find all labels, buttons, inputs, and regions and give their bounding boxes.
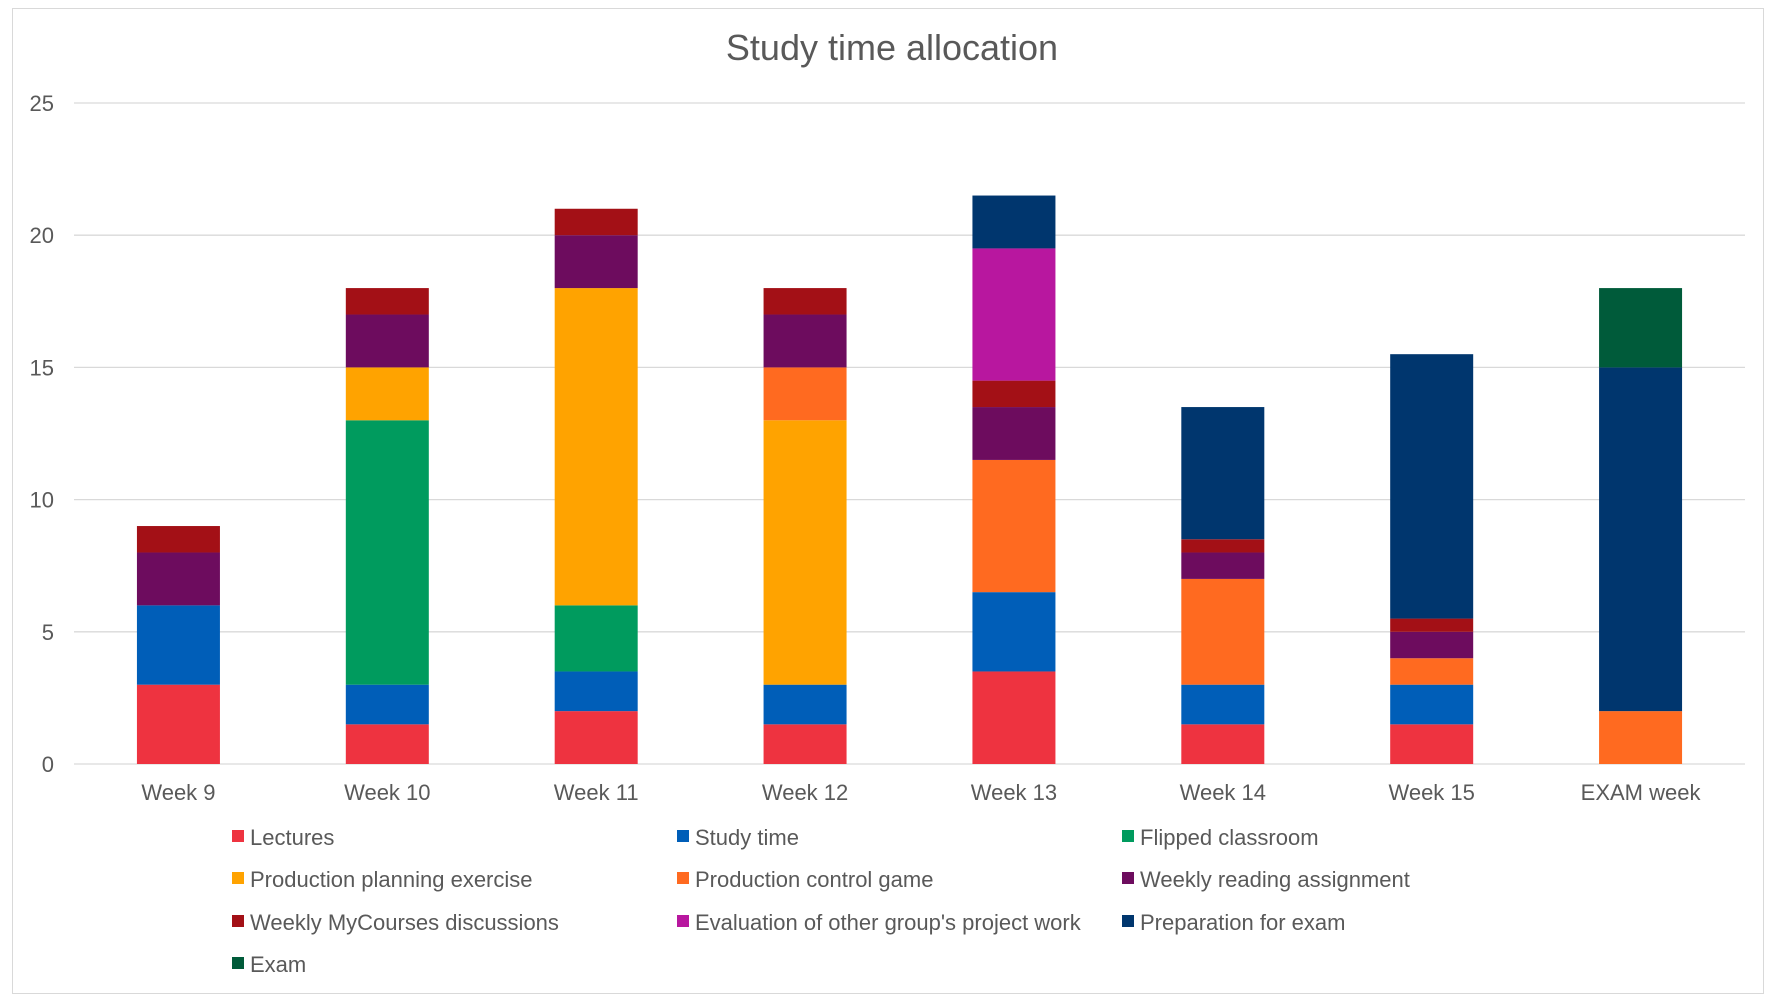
x-tick-label: EXAM week <box>1581 780 1702 805</box>
bar-segment <box>136 684 220 764</box>
bar-segment <box>1390 724 1474 764</box>
legend-item: Production control game <box>677 867 933 892</box>
x-tick-label: Week 10 <box>344 780 430 805</box>
bar-segment <box>345 420 429 685</box>
bar-segment <box>1390 354 1474 619</box>
bar-segment <box>972 248 1056 381</box>
x-tick-label: Week 15 <box>1388 780 1474 805</box>
bar-segment <box>972 380 1056 408</box>
bar-segment <box>1181 539 1265 553</box>
legend-item: Exam <box>232 952 306 977</box>
bar-segment <box>136 605 220 685</box>
legend-item: Evaluation of other group's project work <box>677 910 1082 935</box>
bar-segment <box>554 208 638 236</box>
y-tick-label: 15 <box>30 355 54 380</box>
bar-segment <box>763 288 847 315</box>
bar-segment <box>554 605 638 672</box>
legend-swatch <box>1122 872 1134 884</box>
bar-segment <box>763 314 847 368</box>
bar-segment <box>1599 711 1683 764</box>
legend-label: Weekly MyCourses discussions <box>250 910 559 935</box>
bar-segment <box>136 552 220 606</box>
legend-label: Evaluation of other group's project work <box>695 910 1082 935</box>
bars <box>136 195 1683 764</box>
bar-segment <box>554 671 638 712</box>
x-tick-label: Week 14 <box>1180 780 1266 805</box>
legend-swatch <box>1122 915 1134 927</box>
y-tick-label: 5 <box>42 620 54 645</box>
bar-segment <box>972 592 1056 672</box>
y-tick-label: 0 <box>42 752 54 777</box>
chart-title: Study time allocation <box>726 27 1058 68</box>
bar-segment <box>763 684 847 725</box>
legend-label: Weekly reading assignment <box>1140 867 1410 892</box>
bar-segment <box>1390 684 1474 725</box>
bar-segment <box>554 235 638 289</box>
x-tick-label: Week 13 <box>971 780 1057 805</box>
legend-swatch <box>1122 830 1134 842</box>
legend-label: Study time <box>695 825 799 850</box>
bar-segment <box>345 288 429 315</box>
bar-segment <box>345 314 429 368</box>
legend-item: Preparation for exam <box>1122 910 1345 935</box>
legend-item: Weekly MyCourses discussions <box>232 910 559 935</box>
bar-segment <box>345 367 429 421</box>
bar-segment <box>1390 658 1474 685</box>
x-axis: Week 9 Week 10 Week 11 Week 12 Week 13 Week 1… <box>141 780 1701 805</box>
legend-label: Lectures <box>250 825 334 850</box>
bar-segment <box>972 407 1056 460</box>
bar-segment <box>345 724 429 764</box>
y-axis: 0 5 10 15 20 25 <box>30 91 54 777</box>
bar-segment <box>136 526 220 553</box>
bar-segment <box>1181 407 1265 540</box>
legend-label: Production control game <box>695 867 933 892</box>
legend-swatch <box>232 957 244 969</box>
bar-segment <box>1390 618 1474 632</box>
bar-segment <box>1599 367 1683 712</box>
legend-item: Production planning exercise <box>232 867 533 892</box>
legend-swatch <box>232 830 244 842</box>
legend: Lectures Study time Flipped classroom Produ… <box>232 825 1410 977</box>
bar-segment <box>554 288 638 606</box>
x-tick-label: Week 11 <box>554 780 639 805</box>
legend-label: Preparation for exam <box>1140 910 1345 935</box>
legend-item: Weekly reading assignment <box>1122 867 1410 892</box>
bar-segment <box>1181 578 1265 685</box>
bar-segment <box>763 724 847 764</box>
legend-swatch <box>677 872 689 884</box>
legend-swatch <box>677 915 689 927</box>
bar-segment <box>1181 724 1265 764</box>
x-tick-label: Week 12 <box>762 780 848 805</box>
legend-item: Flipped classroom <box>1122 825 1319 850</box>
legend-swatch <box>677 830 689 842</box>
legend-item: Study time <box>677 825 799 850</box>
bar-segment <box>1181 684 1265 725</box>
legend-swatch <box>232 872 244 884</box>
y-tick-label: 20 <box>30 223 54 248</box>
bar-segment <box>972 671 1056 764</box>
bar-segment <box>763 420 847 685</box>
bar-segment <box>554 711 638 764</box>
bar-segment <box>1181 552 1265 579</box>
x-tick-label: Week 9 <box>141 780 215 805</box>
legend-swatch <box>232 915 244 927</box>
y-tick-label: 25 <box>30 91 54 116</box>
bar-segment <box>763 367 847 421</box>
legend-label: Production planning exercise <box>250 867 533 892</box>
bar-segment <box>972 195 1056 249</box>
gridlines <box>74 102 1745 765</box>
bar-segment <box>345 684 429 725</box>
bar-segment <box>1390 631 1474 659</box>
bar-segment <box>1599 288 1683 368</box>
y-tick-label: 10 <box>30 488 54 513</box>
bar-segment <box>972 459 1056 593</box>
legend-label: Exam <box>250 952 306 977</box>
legend-item: Lectures <box>232 825 334 850</box>
legend-label: Flipped classroom <box>1140 825 1319 850</box>
